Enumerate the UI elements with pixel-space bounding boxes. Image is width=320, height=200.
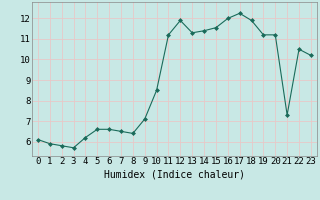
X-axis label: Humidex (Indice chaleur): Humidex (Indice chaleur) (104, 169, 245, 179)
